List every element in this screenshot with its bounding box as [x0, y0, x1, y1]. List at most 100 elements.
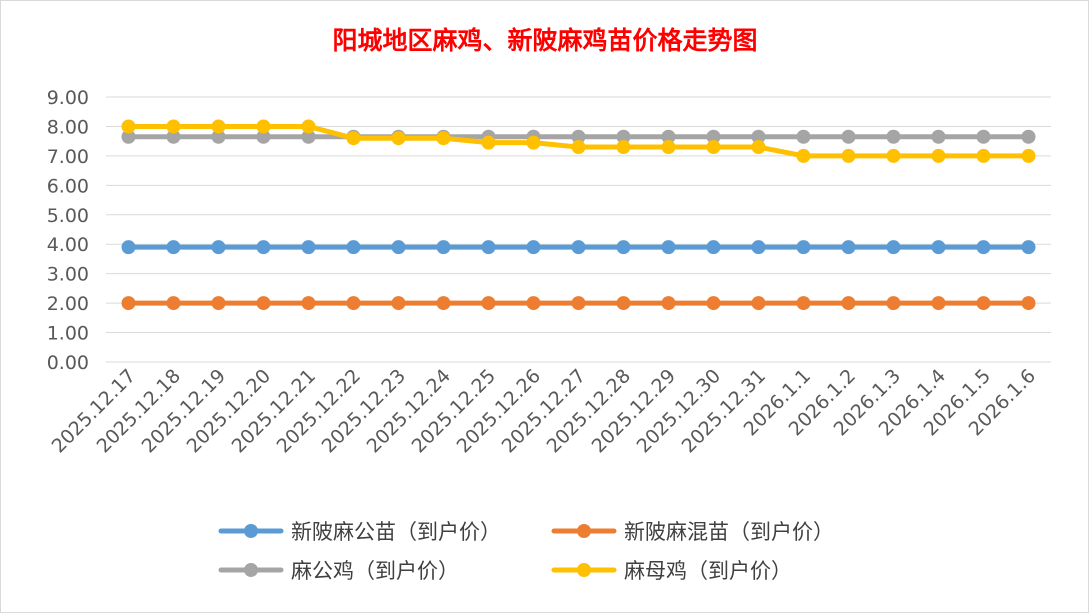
- data-point: [706, 140, 721, 155]
- y-tick-label: 7.00: [47, 146, 89, 168]
- data-point: [121, 240, 136, 255]
- data-point: [796, 129, 811, 144]
- data-point: [436, 240, 451, 255]
- data-point: [616, 296, 631, 311]
- series-layer: [121, 119, 1036, 311]
- data-point: [661, 129, 676, 144]
- legend-label: 新陂麻混苗（到户价）: [624, 520, 834, 544]
- data-point: [841, 296, 856, 311]
- data-point: [751, 140, 766, 155]
- x-axis: 2025.12.172025.12.182025.12.192025.12.20…: [48, 365, 1040, 457]
- data-point: [886, 148, 901, 163]
- data-point: [121, 119, 136, 134]
- data-point: [571, 129, 586, 144]
- data-point: [301, 129, 316, 144]
- data-point: [526, 135, 541, 150]
- data-point: [796, 148, 811, 163]
- data-point: [301, 240, 316, 255]
- data-point: [706, 129, 721, 144]
- data-point: [886, 296, 901, 311]
- data-point: [391, 296, 406, 311]
- legend-entry: 新陂麻公苗（到户价）: [218, 520, 501, 544]
- y-tick-label: 2.00: [47, 293, 89, 315]
- data-point: [751, 296, 766, 311]
- legend-label: 新陂麻公苗（到户价）: [291, 520, 501, 544]
- data-point: [121, 129, 136, 144]
- data-point: [931, 240, 946, 255]
- y-axis: 0.00 1.00 2.00 3.00 4.00 5.00 6.00 7.00 8.00 9.00: [47, 87, 89, 374]
- data-point: [886, 240, 901, 255]
- legend-entry: 麻母鸡（到户价）: [551, 559, 792, 583]
- chart-title: 阳城地区麻鸡、新陂麻鸡苗价格走势图: [332, 26, 757, 55]
- y-tick-label: 6.00: [47, 175, 89, 197]
- legend: 新陂麻公苗（到户价） 新陂麻混苗（到户价） 麻公鸡（到户价） 麻母鸡（到户价）: [218, 520, 834, 583]
- y-tick-label: 4.00: [47, 234, 89, 256]
- data-point: [571, 296, 586, 311]
- data-point: [436, 131, 451, 146]
- legend-label: 麻公鸡（到户价）: [291, 559, 459, 583]
- data-point: [121, 296, 136, 311]
- data-point: [1021, 240, 1036, 255]
- data-point: [526, 296, 541, 311]
- data-point: [841, 129, 856, 144]
- data-point: [886, 129, 901, 144]
- data-point: [976, 148, 991, 163]
- data-point: [1021, 148, 1036, 163]
- data-point: [976, 240, 991, 255]
- data-point: [571, 140, 586, 155]
- y-tick-label: 5.00: [47, 205, 89, 227]
- y-tick-label: 3.00: [47, 264, 89, 286]
- legend-entry: 麻公鸡（到户价）: [218, 559, 459, 583]
- legend-swatch-marker: [577, 524, 591, 538]
- data-point: [166, 129, 181, 144]
- data-point: [211, 240, 226, 255]
- data-point: [391, 240, 406, 255]
- data-point: [616, 129, 631, 144]
- data-point: [1021, 296, 1036, 311]
- y-tick-label: 0.00: [47, 352, 89, 374]
- series-1: [121, 240, 1036, 255]
- data-point: [571, 240, 586, 255]
- data-point: [166, 240, 181, 255]
- data-point: [526, 240, 541, 255]
- data-point: [841, 240, 856, 255]
- legend-swatch-marker: [244, 563, 258, 577]
- data-point: [166, 296, 181, 311]
- data-point: [211, 129, 226, 144]
- data-point: [841, 148, 856, 163]
- series-2: [121, 296, 1036, 311]
- data-point: [481, 135, 496, 150]
- legend-entry: 新陂麻混苗（到户价）: [551, 520, 834, 544]
- data-point: [166, 119, 181, 134]
- data-point: [211, 296, 226, 311]
- data-point: [346, 296, 361, 311]
- data-point: [1021, 129, 1036, 144]
- data-point: [661, 140, 676, 155]
- y-tick-label: 9.00: [47, 87, 89, 109]
- data-point: [391, 131, 406, 146]
- data-point: [976, 129, 991, 144]
- data-point: [931, 129, 946, 144]
- data-point: [256, 119, 271, 134]
- series-4: [121, 119, 1036, 163]
- data-point: [796, 296, 811, 311]
- data-point: [751, 240, 766, 255]
- data-point: [706, 240, 721, 255]
- data-point: [661, 296, 676, 311]
- data-point: [256, 129, 271, 144]
- data-point: [706, 296, 721, 311]
- data-point: [211, 119, 226, 134]
- y-tick-label: 8.00: [47, 116, 89, 138]
- data-point: [301, 119, 316, 134]
- data-point: [481, 240, 496, 255]
- data-point: [931, 296, 946, 311]
- series-3: [121, 129, 1036, 144]
- legend-label: 麻母鸡（到户价）: [624, 559, 792, 583]
- data-point: [346, 131, 361, 146]
- legend-swatch-marker: [577, 563, 591, 577]
- data-point: [796, 240, 811, 255]
- data-point: [346, 240, 361, 255]
- data-point: [751, 129, 766, 144]
